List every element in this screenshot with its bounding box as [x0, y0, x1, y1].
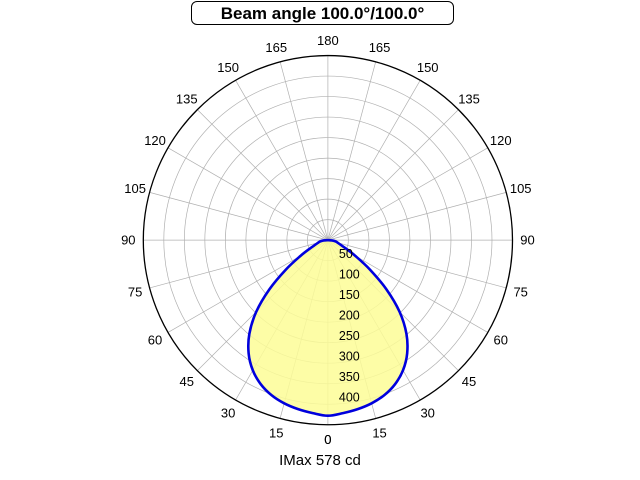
svg-text:165: 165: [265, 40, 287, 55]
svg-text:200: 200: [339, 309, 360, 323]
svg-text:90: 90: [520, 233, 534, 248]
svg-text:150: 150: [417, 60, 439, 75]
svg-text:180: 180: [317, 33, 339, 48]
svg-text:60: 60: [494, 332, 508, 347]
svg-text:105: 105: [510, 181, 532, 196]
svg-text:120: 120: [490, 133, 512, 148]
svg-text:50: 50: [339, 247, 353, 261]
svg-text:135: 135: [458, 92, 480, 107]
svg-text:15: 15: [269, 425, 283, 440]
svg-text:150: 150: [217, 60, 239, 75]
svg-text:165: 165: [369, 40, 391, 55]
svg-text:75: 75: [513, 284, 527, 299]
svg-text:350: 350: [339, 370, 360, 384]
svg-text:100: 100: [339, 268, 360, 282]
svg-text:75: 75: [128, 284, 142, 299]
svg-text:300: 300: [339, 350, 360, 364]
svg-text:30: 30: [221, 406, 235, 421]
svg-text:30: 30: [420, 406, 434, 421]
svg-text:105: 105: [124, 181, 146, 196]
svg-text:60: 60: [148, 332, 162, 347]
svg-text:400: 400: [339, 391, 360, 405]
svg-text:120: 120: [144, 133, 166, 148]
svg-text:15: 15: [372, 425, 386, 440]
svg-text:135: 135: [176, 92, 198, 107]
svg-text:45: 45: [180, 374, 194, 389]
svg-text:250: 250: [339, 329, 360, 343]
svg-text:90: 90: [121, 233, 135, 248]
svg-text:150: 150: [339, 288, 360, 302]
svg-text:0: 0: [324, 432, 331, 447]
svg-text:45: 45: [462, 374, 476, 389]
